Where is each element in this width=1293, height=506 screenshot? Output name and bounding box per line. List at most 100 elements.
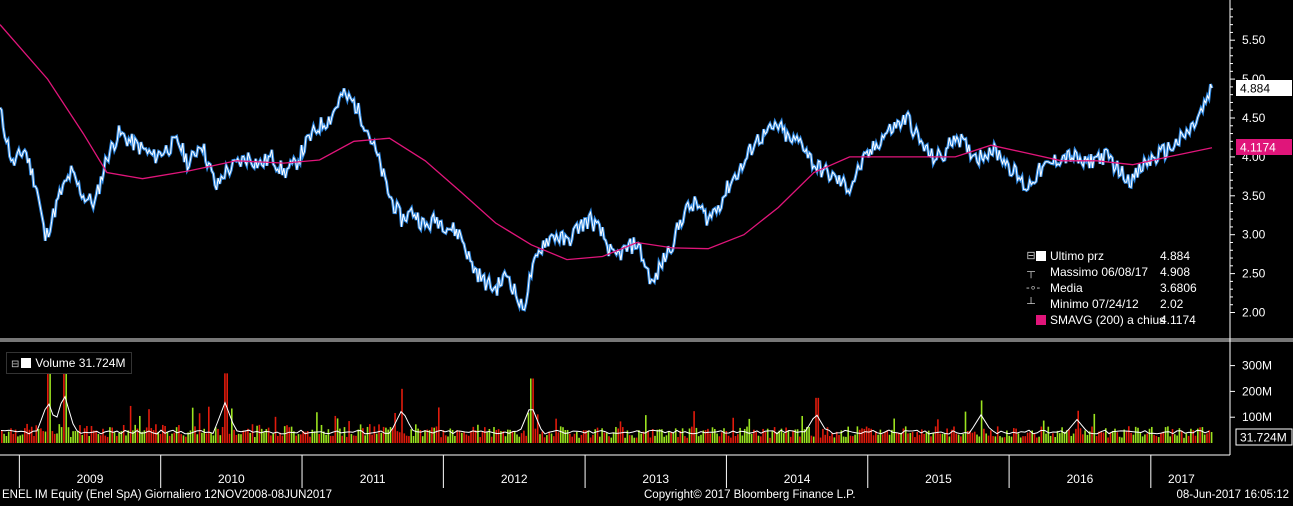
volume-bar-up [1001,437,1004,443]
volume-bar-down [332,435,334,443]
volume-bar-up [380,432,383,443]
volume-bar-up [44,431,47,443]
volume-bar-down [718,436,721,443]
volume-bar-up [385,427,387,443]
volume-bar-up [1164,427,1167,443]
volume-bar-down [1026,432,1029,443]
volume-bar-down [279,432,281,443]
volume-bar-down [543,437,546,443]
volume-bar-down [799,436,801,443]
volume-bar-up [175,427,178,443]
volume-bar-down [277,435,279,443]
volume-bar-up [840,430,843,443]
volume-bar-down [937,419,939,443]
volume-bar-down [1015,428,1017,443]
volume-bar-up [214,427,217,443]
volume-bar-down [589,437,592,443]
volume-bar-up [661,429,663,443]
volume-bar-down [1013,428,1015,443]
year-label: 2015 [925,472,952,486]
volume-bar-down [281,435,284,443]
volume-bar-down [1091,426,1093,443]
volume-bar-up [311,429,314,443]
volume-bar-up [412,436,415,443]
volume-bar-up [1008,435,1010,443]
volume-bar-down [819,437,822,443]
volume-bar-down [523,430,525,443]
volume-bar-up [60,427,63,443]
volume-bar-up [879,429,882,443]
volume-bar-up [132,430,134,443]
volume-bar-down [47,370,49,443]
volume-bar-down [490,436,493,443]
volume-bar-up [37,429,40,443]
volume-bar-up [564,430,567,443]
volume-bar-down [12,433,15,443]
volume-bar-up [1137,427,1139,443]
volume-bar-down [810,435,813,443]
volume-bar-up [421,436,424,443]
volume-bar-up [601,428,603,443]
volume-bar-down [178,425,180,443]
volume-bar-up [1176,435,1178,443]
volume-bar-down [1199,427,1201,443]
volume-bar-up [364,435,366,443]
volume-tick-label: 300M [1242,359,1272,373]
volume-bar-up [780,428,783,443]
volume-bar-up [1157,437,1160,443]
volume-bar-down [274,416,277,443]
volume-bar-down [895,432,898,443]
collapse-icon[interactable]: ⊟ [11,359,20,370]
volume-bar-down [930,436,932,443]
collapse-icon[interactable]: ⊟ [1026,250,1036,262]
volume-bar-up [139,415,141,443]
volume-bar-up [587,430,590,443]
volume-bar-down [619,421,622,443]
volume-bar-up [1114,428,1116,443]
volume-bar-up [357,429,360,443]
volume-bar-down [902,428,905,443]
volume-bar-down [198,413,201,443]
volume-bar-down [472,426,475,443]
year-label: 2011 [360,472,386,486]
volume-bar-up [1017,433,1020,443]
volume-bar-up [1169,436,1171,443]
volume-bar-down [352,435,355,443]
volume-bar-down [205,433,208,443]
volume-bar-up [743,428,746,443]
sma-line [0,24,1213,261]
volume-tick-label: 200M [1242,384,1272,398]
volume-bar-up [546,435,548,443]
volume-bar-down [1082,434,1084,443]
volume-bar-down [838,434,840,443]
volume-bar-up [201,432,203,443]
volume-bar-up [171,433,173,443]
volume-tick-label: 100M [1242,410,1272,424]
volume-bar-up [410,429,412,443]
volume-bar-up [113,432,116,443]
volume-bar-up [1134,426,1137,443]
volume-bar-up [141,431,143,443]
volume-bar-down [33,436,35,443]
volume-bar-up [65,352,67,443]
volume-bar-up [803,429,806,443]
volume-bar-down [438,407,440,443]
low-marker-icon: ┴ [1027,298,1035,310]
volume-bar-down [304,431,307,443]
volume-bar-up [845,436,847,443]
volume-bar-up [1084,430,1086,443]
volume-bar-up [656,429,659,443]
volume-bar-down [967,431,969,443]
volume-bar-up [578,437,580,443]
year-label: 2013 [642,472,669,486]
year-label: 2014 [784,472,811,486]
volume-bar-up [964,411,967,443]
volume-bar-down [608,436,610,443]
volume-bar-up [366,426,369,443]
volume-bar-up [1151,426,1153,443]
volume-bar-down [148,409,150,443]
volume-bar-up [1072,433,1075,443]
legend-label-last: Ultimo prz [1050,249,1105,263]
volume-bar-up [633,437,636,443]
